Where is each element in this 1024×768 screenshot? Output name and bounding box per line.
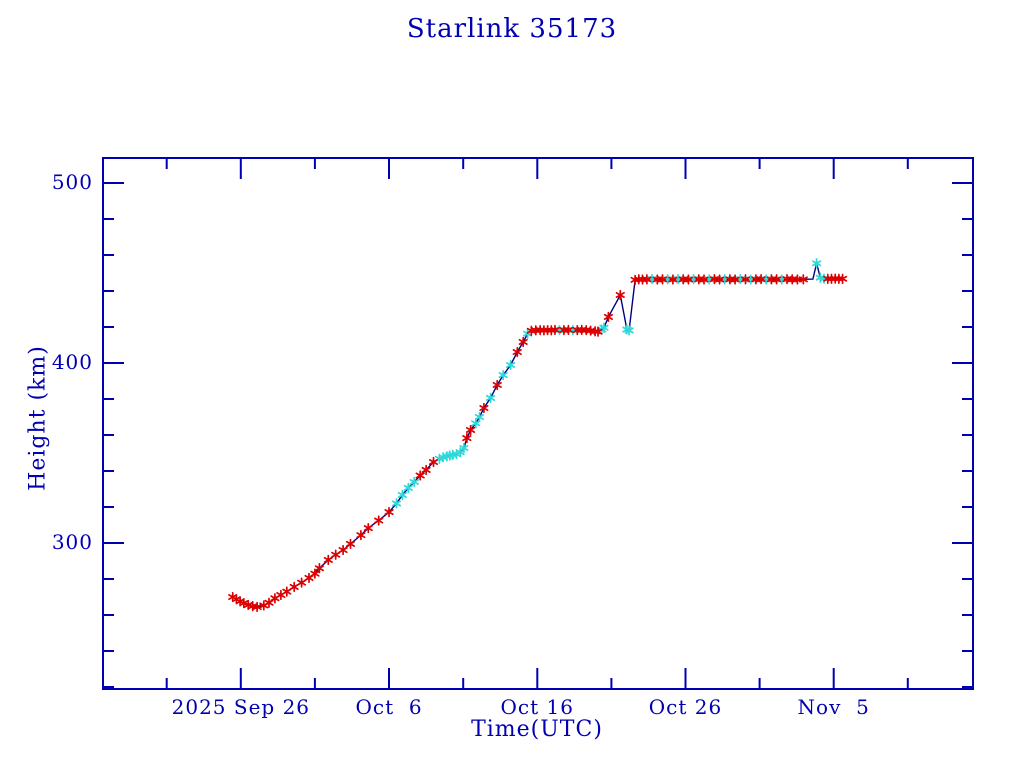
x-tick-label: Oct 6 (355, 695, 423, 719)
markers-red (228, 273, 848, 613)
markers-cyan (391, 258, 829, 509)
data-line (232, 263, 843, 608)
chart-title: Starlink 35173 (406, 14, 618, 44)
y-tick-label: 400 (51, 350, 93, 375)
x-tick-label: Oct 16 (500, 695, 574, 719)
plot-box (102, 157, 974, 690)
y-tick-label: 300 (51, 530, 93, 555)
x-tick-label: Nov 5 (797, 695, 870, 719)
axis-ticks (103, 158, 973, 689)
x-axis-label: Time(UTC) (471, 717, 603, 742)
x-tick-label: Oct 26 (648, 695, 723, 719)
y-tick-label: 500 (51, 170, 93, 195)
x-tick-label: 2025 Sep 26 (171, 695, 311, 719)
